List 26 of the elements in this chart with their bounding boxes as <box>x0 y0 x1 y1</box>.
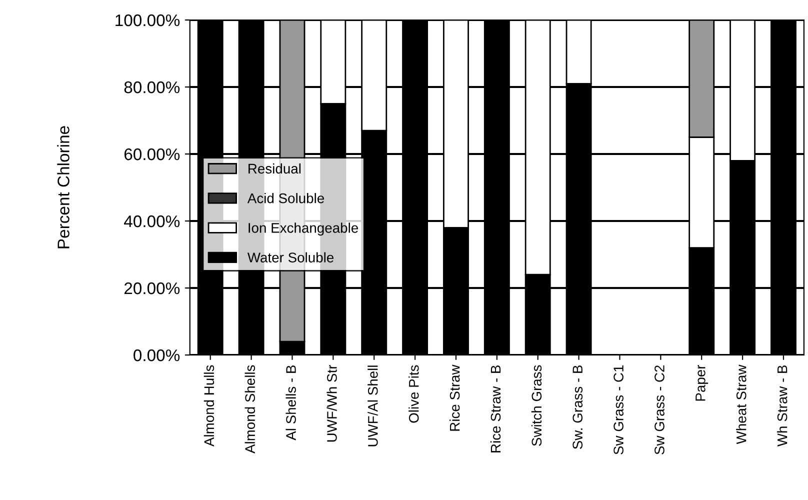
y-tick-label: 20.00% <box>124 282 180 294</box>
x-tick-label: Rice Straw - B <box>490 365 501 452</box>
x-tick-label: Al Shells - B <box>286 365 296 440</box>
y-tick-label: 100.00% <box>116 14 180 26</box>
y-tick-label: 0.00% <box>134 349 180 362</box>
x-tick-label: Switch Grass <box>531 365 542 446</box>
legend-label: Residual <box>248 163 301 174</box>
x-tick-label: Sw Grass - C1 <box>614 365 624 454</box>
x-tick-label: Almond Hulls <box>204 365 214 447</box>
x-tick-label: Paper <box>696 364 708 401</box>
x-tick-label: UWF/Al Shell <box>368 366 378 446</box>
x-tick-label: Sw Grass - C2 <box>654 365 664 454</box>
legend-label: Water Soluble <box>247 252 334 262</box>
x-tick-label: Wh Straw - B <box>777 365 788 446</box>
y-tick-label: 80.00% <box>124 81 180 94</box>
x-tick-label: UWF/Wh Str <box>326 364 337 442</box>
legend-label: Ion Exchangeable <box>248 222 358 236</box>
x-tick-label: Wheat Straw <box>736 364 746 444</box>
y-tick-label: 60.00% <box>124 148 180 160</box>
x-tick-label: Olive Pits <box>408 365 419 423</box>
y-tick-label: 40.00% <box>124 215 180 228</box>
x-tick-label: Sw. Grass - B <box>572 365 583 449</box>
y-axis-title: Percent Chlorine <box>57 126 70 248</box>
x-tick-label: Almond Shells <box>244 365 256 454</box>
x-tick-label: Rice Straw <box>450 364 460 431</box>
legend-label: Acid Soluble <box>247 193 324 204</box>
